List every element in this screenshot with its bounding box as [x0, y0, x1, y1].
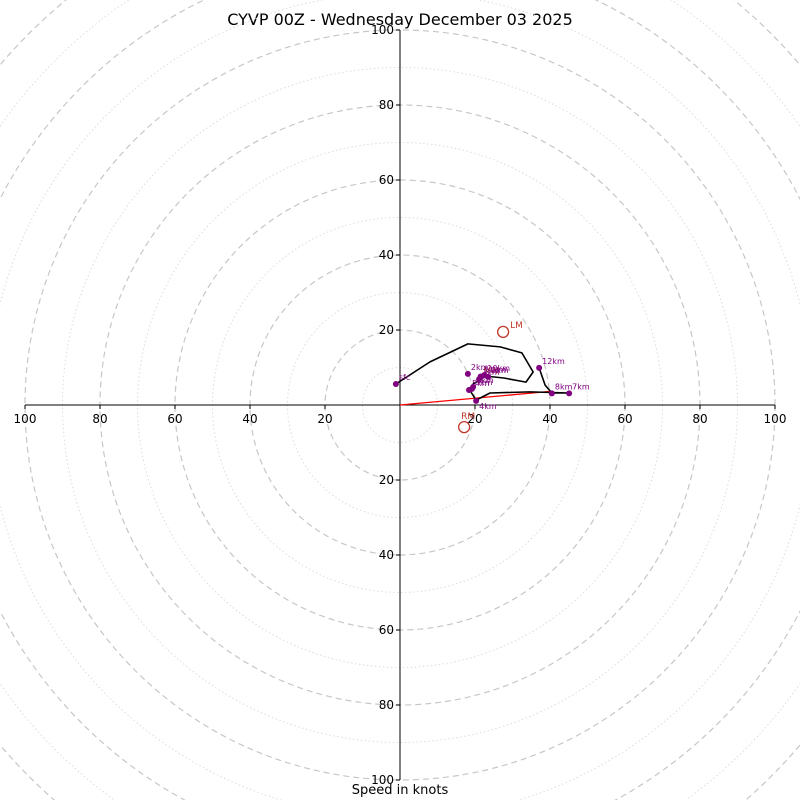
level-label-4km: 4km: [479, 402, 497, 411]
y-tick-label: 80: [379, 698, 394, 712]
level-point-8km: [548, 390, 555, 397]
x-tick-label: 100: [14, 412, 37, 426]
x-tick-label: 60: [617, 412, 632, 426]
storm-marker-label-rm: RM: [461, 412, 475, 422]
level-label-10km: 10km: [487, 364, 510, 373]
level-label-9km: 9km: [491, 366, 509, 375]
level-label-2km: 2km: [471, 363, 489, 372]
x-tick-label: 80: [92, 412, 107, 426]
level-point-12km: [536, 364, 543, 371]
mean-wind-label: MW: [484, 366, 499, 375]
level-point-5km: [466, 387, 472, 393]
level-label-3km: 3km: [475, 378, 493, 387]
y-tick-label: 60: [379, 173, 394, 187]
level-label-7km: 7km: [572, 382, 590, 391]
x-tick-label: 40: [542, 412, 557, 426]
y-tick-label: 40: [379, 548, 394, 562]
storm-marker-label-lm: LM: [510, 321, 523, 331]
level-label-8km: 8km: [555, 382, 573, 391]
y-tick-label: 100: [371, 23, 394, 37]
level-point-2km: [464, 370, 471, 377]
y-tick-label: 100: [371, 773, 394, 787]
level-label-12km: 12km: [542, 357, 565, 366]
level-label-5km: 5km: [472, 379, 490, 388]
level-point-7km: [566, 390, 573, 397]
x-tick-label: 20: [317, 412, 332, 426]
level-point-sfc: [392, 381, 399, 387]
level-label-sfc: sfc: [399, 373, 410, 382]
chart-title: CYVP 00Z - Wednesday December 03 2025: [227, 10, 573, 29]
x-tick-label: 40: [242, 412, 257, 426]
level-point-6km: [470, 384, 477, 390]
level-point-11km: [477, 373, 484, 380]
x-tick-label: 60: [167, 412, 182, 426]
level-point-4km: [473, 397, 480, 404]
x-axis-label: Speed in knots: [351, 783, 449, 798]
level-label-11km: 11km: [484, 366, 507, 375]
x-tick-label: 20: [467, 412, 482, 426]
y-tick-label: 60: [379, 623, 394, 637]
y-tick-label: 40: [379, 248, 394, 262]
y-tick-label: 20: [379, 323, 394, 337]
y-tick-label: 20: [379, 473, 394, 487]
level-label-1km: 1km: [482, 368, 500, 377]
level-label-6km: 6km: [476, 376, 494, 385]
x-tick-label: 80: [692, 412, 707, 426]
x-tick-label: 100: [764, 412, 787, 426]
storm-marker-rm: [457, 420, 471, 434]
y-tick-label: 80: [379, 98, 394, 112]
storm-marker-lm: [496, 325, 510, 339]
